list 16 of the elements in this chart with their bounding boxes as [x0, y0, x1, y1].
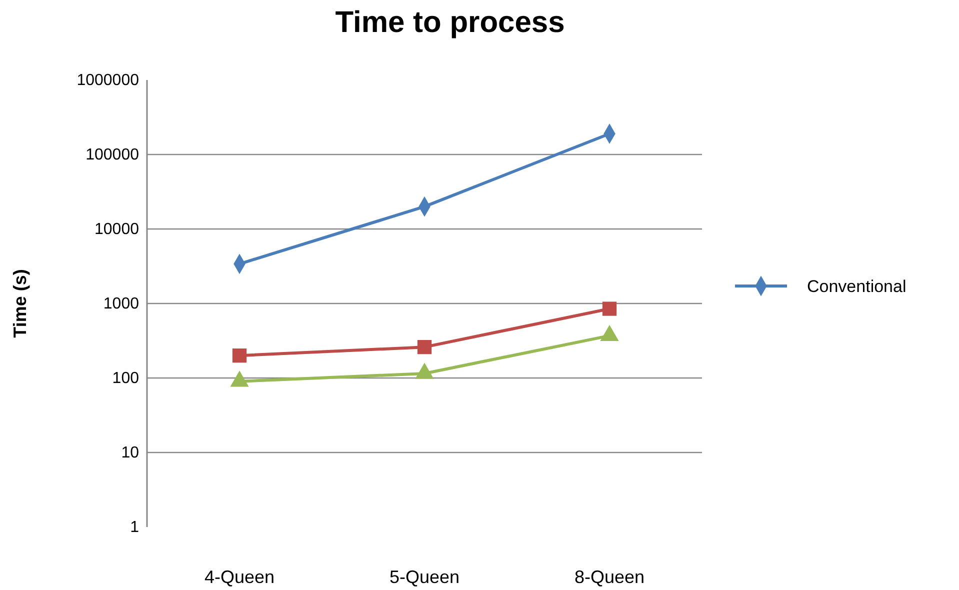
point	[232, 348, 247, 363]
y-tick-label: 10000	[94, 221, 140, 238]
x-tick-label: 4-Queen	[204, 566, 275, 587]
y-tick-label: 100	[112, 370, 140, 388]
y-tick-label: 1000000	[76, 72, 140, 90]
y-tick-label: 100000	[86, 146, 140, 164]
x-tick-label: 8-Queen	[574, 566, 645, 587]
point	[602, 302, 617, 316]
y-tick-label: 10	[121, 444, 140, 462]
point	[417, 340, 432, 354]
x-tick-label: 5-Queen	[389, 566, 460, 587]
y-tick-label: 1	[130, 519, 140, 536]
y-tick-label: 1000	[103, 296, 140, 313]
chart-title: Time to process	[335, 6, 565, 39]
y-axis-title: Time (s)	[10, 269, 30, 338]
legend-label: Conventional	[807, 277, 906, 296]
